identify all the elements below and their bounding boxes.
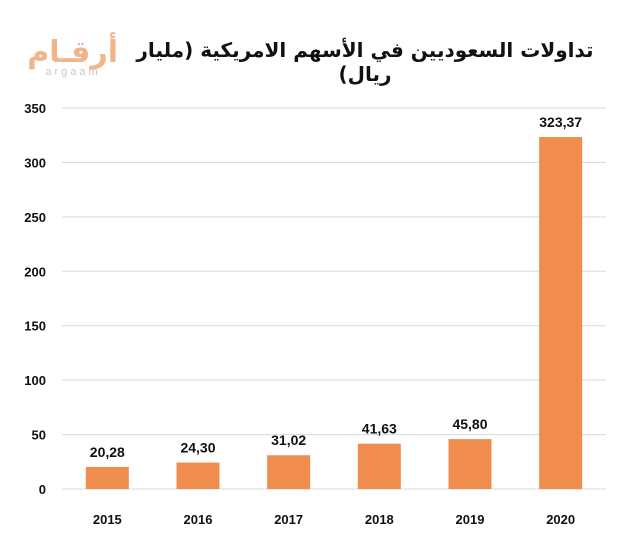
bar [357,443,401,489]
x-tick-label: 2019 [456,512,485,527]
logo-latin: argaam [45,66,101,78]
x-tick-label: 2017 [274,512,303,527]
bar [448,439,492,489]
y-tick-label: 300 [24,155,46,170]
chart-title: تداولات السعوديين في الأسهم الامريكية (م… [136,38,594,86]
bar [539,136,583,490]
y-tick-label: 0 [39,482,46,497]
data-label: 31,02 [271,432,306,448]
data-label: 45,80 [452,416,487,432]
y-tick-label: 150 [24,319,46,334]
y-tick-label: 50 [32,428,46,443]
data-label: 24,30 [180,440,215,456]
data-label: 41,63 [362,421,397,437]
data-label: 20,28 [90,444,125,460]
y-tick-label: 350 [24,101,46,116]
x-tick-label: 2015 [93,512,122,527]
x-tick-label: 2020 [546,512,575,527]
logo-arabic: أرقـام [27,35,118,70]
data-label: 323,37 [539,114,582,130]
bar [176,462,220,489]
y-tick-label: 100 [24,373,46,388]
x-tick-label: 2018 [365,512,394,527]
bar [85,466,129,489]
x-tick-label: 2016 [184,512,213,527]
y-tick-label: 250 [24,210,46,225]
argaam-logo: أرقـام argaam [27,35,118,96]
bar [267,455,311,489]
y-tick-label: 200 [24,264,46,279]
